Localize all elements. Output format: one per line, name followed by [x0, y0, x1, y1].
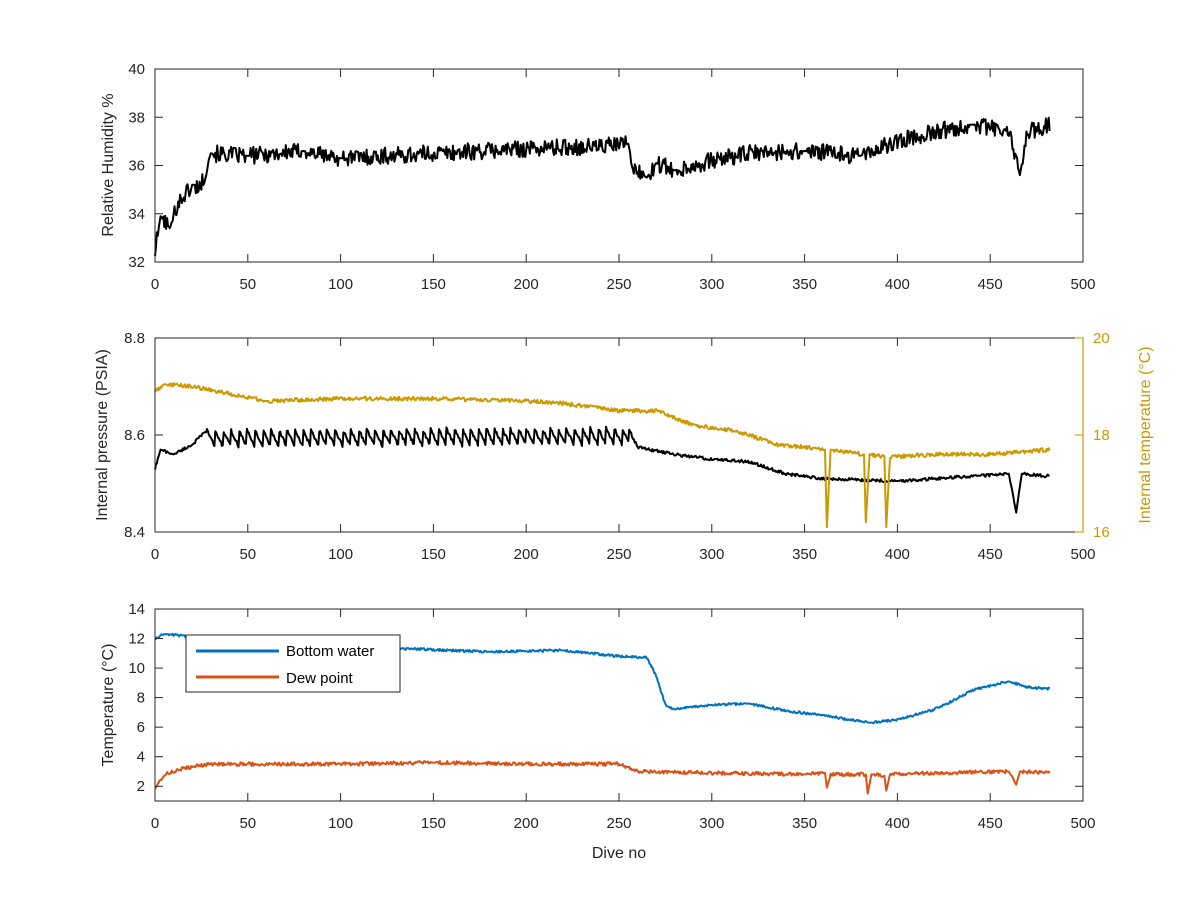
y-tick-label: 40	[128, 61, 145, 78]
x-tick-label: 50	[239, 276, 256, 293]
temperature-panel: 0 50 100 150 200 250 300 350 400 450 500 2 4 6 8 10 12 14…	[100, 601, 1096, 862]
pressure-temperature-0-line	[154, 425, 1050, 514]
x-tick-label: 300	[699, 815, 724, 832]
y-tick-label: 10	[128, 660, 145, 677]
x-tick-label: 450	[978, 815, 1003, 832]
x-tick-label: 350	[792, 546, 817, 563]
temperature-y-axis-title: Temperature (°C)	[100, 644, 117, 767]
x-axis-title: Dive no	[592, 845, 646, 862]
pressure-y-axis-title: Internal pressure (PSIA)	[94, 349, 111, 521]
y2-tick-label: 18	[1093, 427, 1110, 444]
y-tick-label: 12	[128, 631, 145, 648]
pressure-temperature-panel: 0 50 100 150 200 250 300 350 400 450 500 8.4 8.6 8.8 1…	[94, 330, 1154, 563]
humidity-lines	[154, 116, 1051, 257]
humidity-ticks: 0 50 100 150 200 250 300 350 400 450 500 32 34 36 38 40	[128, 61, 1095, 293]
legend: Bottom water Dew point	[185, 634, 401, 693]
y-tick-label: 8.8	[124, 330, 145, 347]
y-tick-label: 14	[128, 601, 145, 618]
x-tick-label: 150	[421, 276, 446, 293]
x-tick-label: 200	[514, 276, 539, 293]
legend-label-bottom-water: Bottom water	[286, 643, 374, 660]
x-tick-label: 350	[792, 815, 817, 832]
y-tick-label: 38	[128, 109, 145, 126]
y2-tick-label: 16	[1093, 524, 1110, 541]
temperature-ticks: 0 50 100 150 200 250 300 350 400 450 500 2 4 6 8 10 12 14	[128, 601, 1095, 832]
y-tick-label: 8.4	[124, 524, 145, 541]
x-tick-label: 100	[328, 815, 353, 832]
x-tick-label: 150	[421, 546, 446, 563]
x-tick-label: 300	[699, 546, 724, 563]
y-tick-label: 8	[137, 690, 145, 707]
y-tick-label: 8.6	[124, 427, 145, 444]
x-tick-label: 100	[328, 546, 353, 563]
x-tick-label: 300	[699, 276, 724, 293]
x-tick-label: 250	[606, 546, 631, 563]
y-tick-label: 36	[128, 158, 145, 175]
legend-label-dew-point: Dew point	[286, 670, 354, 687]
x-tick-label: 450	[978, 276, 1003, 293]
internal-temperature-y-axis-title: Internal temperature (°C)	[1137, 346, 1154, 523]
x-tick-label: 200	[514, 546, 539, 563]
x-tick-label: 450	[978, 546, 1003, 563]
humidity-0-line	[154, 116, 1051, 257]
x-tick-label: 250	[606, 276, 631, 293]
dew-point-line	[154, 760, 1051, 795]
x-tick-label: 400	[885, 276, 910, 293]
x-tick-label: 0	[151, 815, 159, 832]
x-tick-label: 150	[421, 815, 446, 832]
y2-tick-label: 20	[1093, 330, 1110, 347]
x-tick-label: 500	[1070, 546, 1095, 563]
x-tick-label: 50	[239, 546, 256, 563]
x-tick-label: 100	[328, 276, 353, 293]
legend-box	[185, 634, 401, 693]
humidity-y-axis-title: Relative Humidity %	[100, 93, 117, 236]
x-tick-label: 0	[151, 546, 159, 563]
humidity-panel: 0 50 100 150 200 250 300 350 400 450 500 32 34 36 38 40…	[100, 61, 1096, 293]
y-tick-label: 2	[137, 778, 145, 795]
pressure-temperature-1-line	[154, 382, 1051, 529]
y-tick-label: 6	[137, 719, 145, 736]
x-tick-label: 350	[792, 276, 817, 293]
x-tick-label: 250	[606, 815, 631, 832]
y-tick-label: 34	[128, 206, 145, 223]
x-tick-label: 500	[1070, 276, 1095, 293]
x-tick-label: 400	[885, 815, 910, 832]
x-tick-label: 200	[514, 815, 539, 832]
y-tick-label: 32	[128, 254, 145, 271]
y-tick-label: 4	[137, 749, 145, 766]
x-tick-label: 50	[239, 815, 256, 832]
x-tick-label: 500	[1070, 815, 1095, 832]
x-tick-label: 400	[885, 546, 910, 563]
x-tick-label: 0	[151, 276, 159, 293]
pressure-temperature-lines	[154, 382, 1051, 529]
pressure-temperature-ticks: 0 50 100 150 200 250 300 350 400 450 500 8.4 8.6 8.8 1…	[124, 330, 1110, 563]
